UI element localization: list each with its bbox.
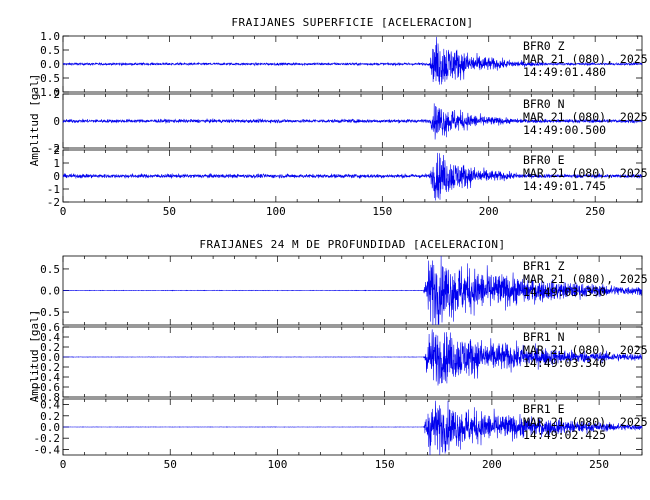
y-tick-label: 0 — [53, 115, 60, 128]
panel-frame — [62, 326, 643, 398]
chart-group-2: FRAIJANES 24 M DE PROFUNDIDAD [ACELERACI… — [28, 238, 648, 471]
trace-date: MAR 21 (080), 2025 — [523, 415, 648, 429]
x-tick-label: 100 — [268, 458, 288, 471]
x-tick-label: 0 — [60, 205, 67, 218]
y-tick-label: 0.2 — [40, 410, 60, 423]
y-tick-label: 2 — [53, 144, 60, 157]
waveform-trace — [62, 103, 643, 140]
x-tick-label: 50 — [163, 205, 176, 218]
waveform-trace — [62, 255, 643, 326]
y-tick-label: 1 — [53, 157, 60, 170]
trace-station-label: BFR0 Z — [523, 39, 565, 53]
trace-station-label: BFR1 Z — [523, 259, 565, 273]
y-tick-label: -0.2 — [34, 361, 61, 374]
y-axis-label: Amplitud [gal] — [28, 310, 41, 403]
y-tick-label: -2 — [47, 196, 60, 209]
x-tick-label: 100 — [266, 205, 286, 218]
chart-title: FRAIJANES 24 M DE PROFUNDIDAD [ACELERACI… — [199, 238, 505, 251]
y-tick-label: -1 — [47, 183, 60, 196]
chart-title: FRAIJANES SUPERFICIE [ACELERACION] — [231, 16, 473, 29]
x-tick-label: 0 — [60, 458, 67, 471]
chart-group-1: FRAIJANES SUPERFICIE [ACELERACION] Amplit… — [28, 16, 648, 218]
y-tick-label: -2 — [47, 142, 60, 155]
y-tick-label: -0.4 — [34, 443, 61, 456]
trace-station-label: BFR0 E — [523, 153, 565, 167]
y-tick-label: 0.2 — [40, 341, 60, 354]
y-tick-label: 0.0 — [40, 285, 60, 298]
y-tick-label: 1.0 — [40, 30, 60, 43]
trace-start-time: 14:49:01.480 — [523, 65, 606, 79]
y-tick-label: 2 — [53, 88, 60, 101]
y-tick-label: 0.4 — [40, 399, 60, 412]
y-tick-label: 0.5 — [40, 263, 60, 276]
x-tick-label: 200 — [479, 205, 499, 218]
y-tick-label: 0.0 — [40, 421, 60, 434]
y-tick-label: -0.6 — [34, 381, 61, 394]
x-tick-label: 150 — [372, 205, 392, 218]
trace-date: MAR 21 (080), 2025 — [523, 272, 648, 286]
waveform-trace — [62, 152, 643, 201]
y-tick-label: 0.4 — [40, 331, 60, 344]
y-tick-label: -0.4 — [34, 371, 61, 384]
y-tick-label: 0 — [53, 170, 60, 183]
trace-date: MAR 21 (080), 2025 — [523, 343, 648, 357]
trace-start-time: 14:49:00.500 — [523, 123, 606, 137]
y-tick-label: 0.0 — [40, 58, 60, 71]
y-tick-label: 0.5 — [40, 44, 60, 57]
y-tick-label: 0.6 — [40, 321, 60, 334]
trace-date: MAR 21 (080), 2025 — [523, 166, 648, 180]
y-tick-label: -0.2 — [34, 432, 61, 445]
y-tick-label: -0.5 — [34, 306, 61, 319]
x-tick-label: 200 — [482, 458, 502, 471]
x-tick-label: 250 — [585, 205, 605, 218]
trace-date: MAR 21 (080), 2025 — [523, 110, 648, 124]
trace-station-label: BFR1 E — [523, 402, 565, 416]
trace-date: MAR 21 (080), 2025 — [523, 52, 648, 66]
x-tick-label: 250 — [589, 458, 609, 471]
trace-station-label: BFR0 N — [523, 97, 565, 111]
y-tick-label: -0.5 — [34, 72, 61, 85]
waveform-trace — [62, 400, 643, 456]
trace-start-time: 14:49:02.425 — [523, 428, 606, 442]
y-tick-label: -0.8 — [34, 391, 61, 404]
y-axis-label: Amplitud [gal] — [28, 74, 41, 167]
waveform-trace — [62, 329, 643, 386]
trace-start-time: 14:49:03.350 — [523, 285, 606, 299]
y-tick-label: 0.0 — [40, 351, 60, 364]
trace-station-label: BFR1 N — [523, 330, 565, 344]
waveform-trace — [62, 36, 643, 85]
y-tick-label: -1.0 — [34, 86, 61, 99]
x-tick-label: 50 — [164, 458, 177, 471]
x-tick-label: 150 — [375, 458, 395, 471]
trace-start-time: 14:49:03.340 — [523, 356, 606, 370]
trace-start-time: 14:49:01.745 — [523, 179, 606, 193]
